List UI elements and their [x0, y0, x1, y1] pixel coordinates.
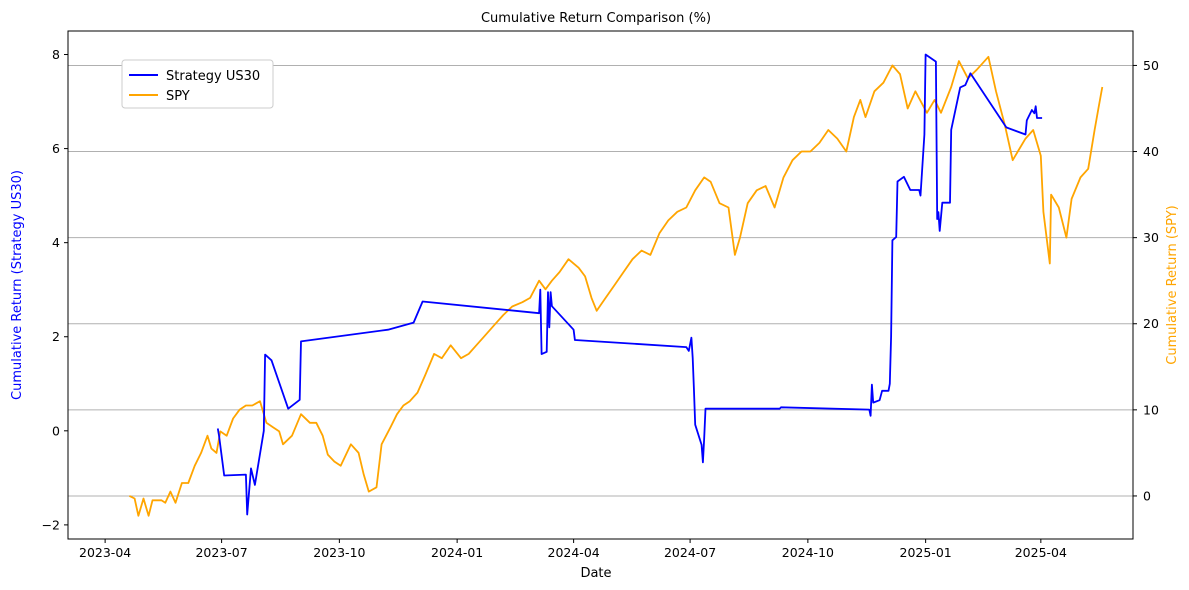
right-tick-label: 30 [1143, 230, 1159, 245]
right-tick-label: 10 [1143, 402, 1159, 417]
left-tick-label: 0 [52, 423, 60, 438]
right-tick-label: 20 [1143, 316, 1159, 331]
left-tick-label: 2 [52, 329, 60, 344]
left-tick-label: −2 [42, 517, 60, 532]
x-tick-label: 2023-04 [79, 545, 131, 560]
right-tick-label: 40 [1143, 144, 1159, 159]
x-tick-label: 2023-07 [195, 545, 247, 560]
y-axis-label-left: Cumulative Return (Strategy US30) [10, 170, 25, 400]
x-tick-label: 2025-01 [900, 545, 952, 560]
strategy-series-layer [216, 53, 1043, 516]
right-tick-label: 50 [1143, 58, 1159, 73]
spy-series-layer [128, 55, 1104, 517]
series-line-spy [128, 55, 1104, 517]
grid-layer [68, 64, 1133, 497]
left-tick-label: 8 [52, 47, 60, 62]
legend-box [121, 59, 274, 109]
legend: Strategy US30 SPY [121, 59, 274, 109]
x-tick-label: 2024-07 [664, 545, 716, 560]
left-tick-label: 4 [52, 235, 60, 250]
plot-frame [67, 30, 1134, 540]
x-axis: 2023-04 2023-07 2023-10 2024-01 2024-04 2024-… [79, 539, 1067, 560]
left-tick-label: 6 [52, 141, 60, 156]
x-tick-label: 2024-04 [548, 545, 600, 560]
legend-label-spy: SPY [166, 89, 190, 104]
chart-title: Cumulative Return Comparison (%) [481, 11, 711, 26]
right-axis: 0 10 20 30 40 50 [1133, 58, 1159, 503]
legend-label-strategy: Strategy US30 [166, 69, 260, 84]
x-tick-label: 2023-10 [313, 545, 365, 560]
x-tick-label: 2024-01 [431, 545, 483, 560]
x-tick-label: 2025-04 [1015, 545, 1067, 560]
y-axis-label-right: Cumulative Return (SPY) [1165, 205, 1180, 365]
left-axis: −2 0 2 4 6 8 [42, 47, 68, 532]
series-line-strategy-us30 [216, 53, 1043, 516]
x-axis-label: Date [580, 566, 611, 581]
right-tick-label: 0 [1143, 488, 1151, 503]
x-tick-label: 2024-10 [782, 545, 834, 560]
